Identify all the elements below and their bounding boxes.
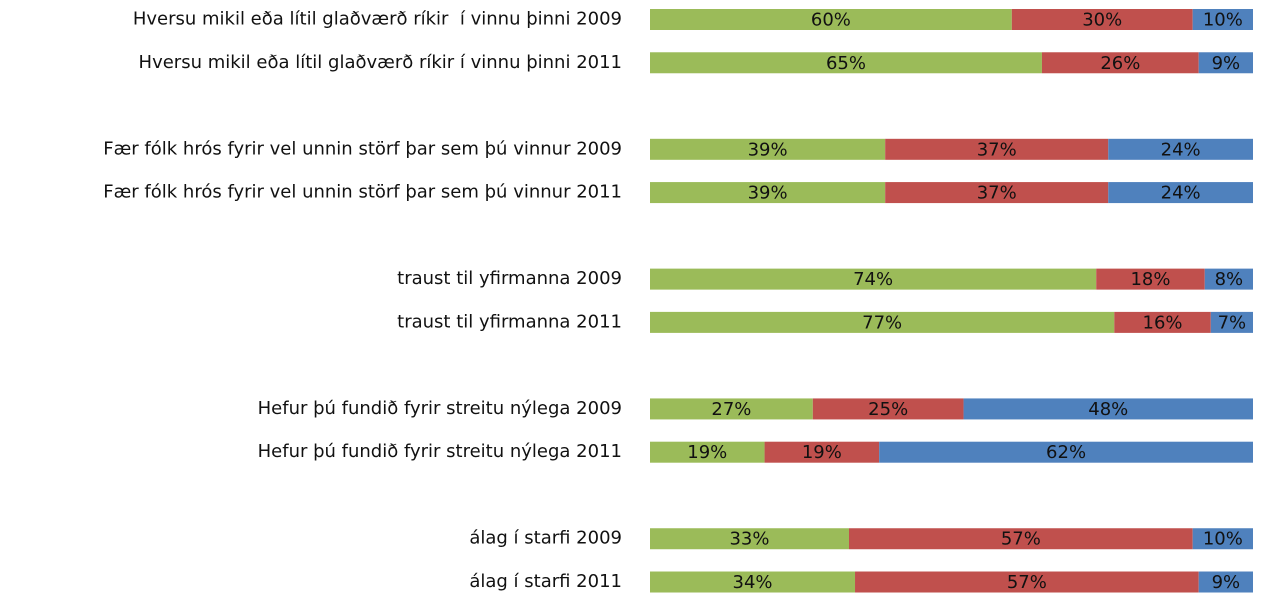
data-label: 34% xyxy=(733,572,773,593)
bar-segment xyxy=(650,311,1115,333)
data-label: 39% xyxy=(748,139,788,160)
bar-segment xyxy=(855,571,1199,593)
data-label: 9% xyxy=(1212,572,1241,593)
bar-segment xyxy=(1204,268,1253,290)
bar-segment xyxy=(1114,311,1211,333)
bar-segment xyxy=(812,398,964,420)
category-label: Hefur þú fundið fyrir streitu nýlega 201… xyxy=(258,441,622,462)
bar-segment xyxy=(848,528,1193,550)
category-label: Hefur þú fundið fyrir streitu nýlega 200… xyxy=(258,398,622,419)
data-label: 77% xyxy=(862,312,902,333)
category-label: traust til yfirmanna 2009 xyxy=(397,268,622,289)
bar-segment xyxy=(1198,52,1253,74)
bar-segment xyxy=(963,398,1253,420)
bar-segment xyxy=(650,571,856,593)
bar-segment xyxy=(650,398,813,420)
bar-segment xyxy=(1108,182,1253,204)
data-label: 19% xyxy=(802,442,842,463)
data-label: 16% xyxy=(1143,312,1183,333)
data-label: 65% xyxy=(826,53,866,74)
data-label: 37% xyxy=(977,183,1017,204)
category-label: Fær fólk hrós fyrir vel unnin störf þar … xyxy=(103,182,622,203)
data-label: 10% xyxy=(1203,10,1243,31)
bar-segment xyxy=(650,52,1042,74)
data-label: 9% xyxy=(1212,53,1241,74)
data-label: 25% xyxy=(868,399,908,420)
data-label: 33% xyxy=(729,529,769,550)
bar-segment xyxy=(1192,9,1253,30)
category-label: Fær fólk hrós fyrir vel unnin störf þar … xyxy=(103,138,622,159)
bar-segment xyxy=(879,441,1253,463)
data-label: 74% xyxy=(853,269,893,290)
bar-segment xyxy=(1108,138,1253,160)
bar-segment xyxy=(650,9,1012,30)
category-label: Hversu mikil eða lítil glaðværð ríkir í … xyxy=(139,52,622,73)
category-label: álag í starfi 2011 xyxy=(469,571,622,592)
data-label: 57% xyxy=(1001,529,1041,550)
bar-segment xyxy=(1198,571,1253,593)
data-label: 60% xyxy=(811,10,851,31)
bar-segment xyxy=(1041,52,1199,74)
bar-segment xyxy=(1210,311,1253,333)
data-label: 30% xyxy=(1082,10,1122,31)
bar-segment xyxy=(1096,268,1205,290)
bar-segment xyxy=(885,138,1109,160)
category-label: traust til yfirmanna 2011 xyxy=(397,311,622,332)
data-label: 48% xyxy=(1088,399,1128,420)
data-label: 8% xyxy=(1215,269,1244,290)
data-label: 39% xyxy=(748,183,788,204)
data-label: 24% xyxy=(1161,139,1201,160)
category-label: álag í starfi 2009 xyxy=(469,528,622,549)
data-label: 19% xyxy=(687,442,727,463)
bar-segment xyxy=(764,441,880,463)
bar-segment xyxy=(650,528,849,550)
data-label: 57% xyxy=(1007,572,1047,593)
category-label: Hversu mikil eða lítil glaðværð ríkir í … xyxy=(133,9,622,30)
data-label: 10% xyxy=(1203,529,1243,550)
data-label: 37% xyxy=(977,139,1017,160)
bar-segment xyxy=(650,268,1097,290)
bar-segment xyxy=(650,441,765,463)
data-label: 18% xyxy=(1130,269,1170,290)
data-label: 27% xyxy=(711,399,751,420)
data-label: 7% xyxy=(1218,312,1247,333)
bar-segment xyxy=(885,182,1109,204)
data-label: 26% xyxy=(1100,53,1140,74)
bar-segment xyxy=(650,182,886,204)
data-label: 62% xyxy=(1046,442,1086,463)
data-label: 24% xyxy=(1161,183,1201,204)
bar-segment xyxy=(1011,9,1193,30)
bar-segment xyxy=(1192,528,1253,550)
bar-segment xyxy=(650,138,886,160)
